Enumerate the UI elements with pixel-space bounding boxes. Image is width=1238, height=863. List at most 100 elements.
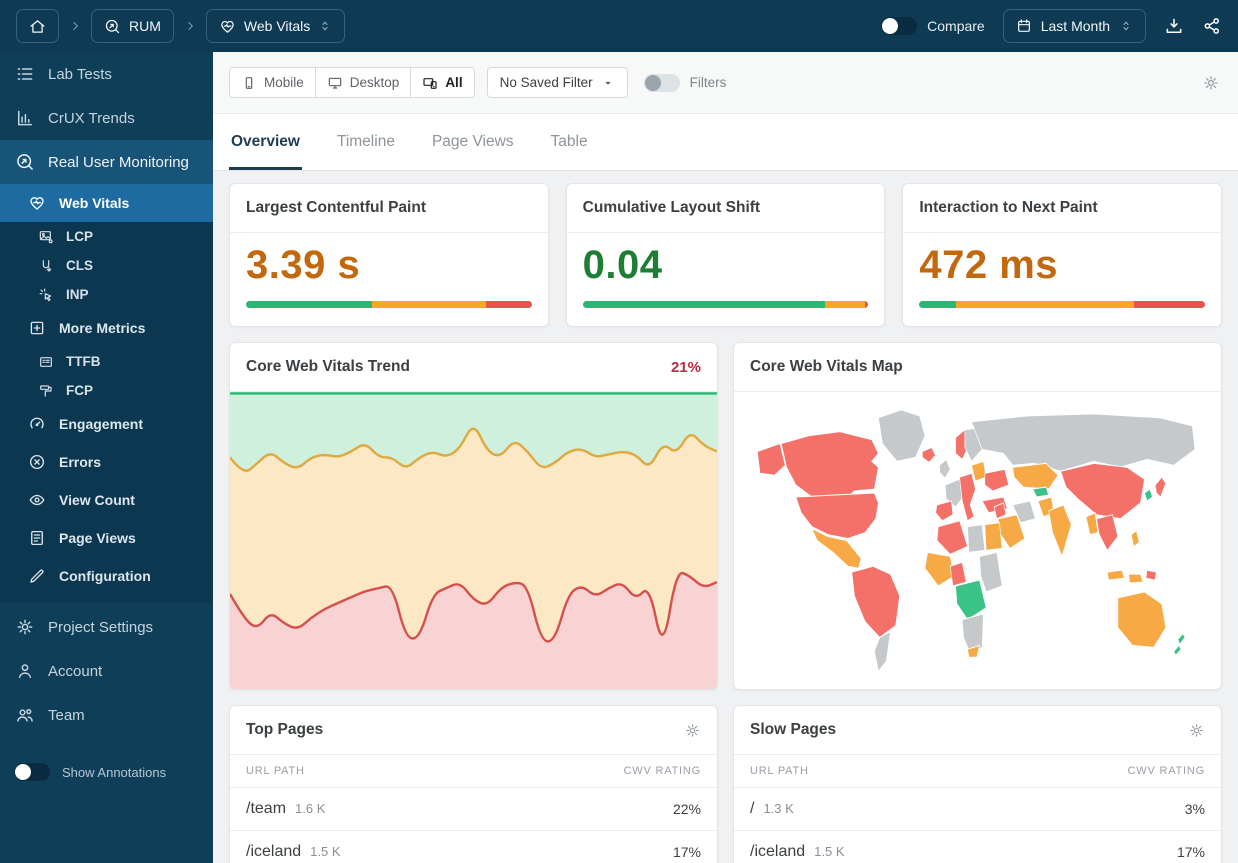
sidebar-item-label: Account <box>48 662 103 680</box>
map-region-south-america-south[interactable] <box>874 630 891 672</box>
bar-needs-improvement-segment <box>1058 805 1090 814</box>
sidebar-item-engagement[interactable]: Engagement <box>0 405 213 443</box>
saved-filter-dropdown[interactable]: No Saved Filter <box>486 67 628 98</box>
map-region-poland-baltics[interactable] <box>971 460 987 482</box>
bar-needs-improvement-segment <box>371 301 486 308</box>
device-filter-all[interactable]: All <box>411 67 475 98</box>
map-region-levant[interactable] <box>993 502 1007 520</box>
show-annotations-toggle[interactable] <box>14 763 50 781</box>
map-region-south-africa-tip[interactable] <box>967 644 980 658</box>
sidebar-item-lcp[interactable]: LCP <box>0 222 213 251</box>
metric-title: Interaction to Next Paint <box>919 199 1098 216</box>
filters-toggle[interactable] <box>643 73 680 92</box>
map-region-east-africa[interactable] <box>979 551 1003 593</box>
map-region-indonesia[interactable] <box>1106 569 1144 584</box>
map-region-australia[interactable] <box>1117 591 1167 648</box>
bar-good-segment <box>246 301 372 308</box>
sidebar-item-more-metrics[interactable]: More Metrics <box>0 309 213 347</box>
sidebar-item-team[interactable]: Team <box>0 693 213 737</box>
bar-poor-segment <box>1090 805 1158 814</box>
cwv-good-percent: 17% <box>672 844 701 860</box>
map-region-korea[interactable] <box>1144 488 1153 502</box>
map-region-central-europe[interactable] <box>959 472 976 522</box>
map-region-canada[interactable] <box>780 431 879 498</box>
map-region-kazakhstan[interactable] <box>1012 462 1059 490</box>
map-region-greenland[interactable] <box>877 409 926 462</box>
sidebar-item-page-views[interactable]: Page Views <box>0 519 213 557</box>
map-region-uk[interactable] <box>939 458 951 479</box>
tab-table[interactable]: Table <box>550 133 588 150</box>
sidebar-item-configuration[interactable]: Configuration <box>0 557 213 595</box>
date-range-button[interactable]: Last Month <box>1002 9 1146 43</box>
sidebar-item-view-count[interactable]: View Count <box>0 481 213 519</box>
map-region-iran[interactable] <box>1012 500 1036 524</box>
map-region-algeria-morocco[interactable] <box>936 520 968 555</box>
cwv-trend-chart[interactable] <box>230 392 717 689</box>
users-icon <box>15 705 35 725</box>
dashboard-settings-gear-icon[interactable] <box>1202 74 1220 92</box>
map-region-egypt[interactable] <box>984 522 1003 551</box>
map-region-china[interactable] <box>1060 462 1145 520</box>
bar-good-segment <box>549 848 568 857</box>
breadcrumb-home[interactable] <box>16 9 59 43</box>
map-region-west-africa[interactable] <box>924 551 955 587</box>
map-region-alaska[interactable] <box>756 442 786 476</box>
sidebar-item-crux-trends[interactable]: CrUX Trends <box>0 96 213 140</box>
sidebar-item-errors[interactable]: Errors <box>0 443 213 481</box>
map-region-iceland[interactable] <box>921 446 937 463</box>
breadcrumb-rum[interactable]: RUM <box>91 9 174 43</box>
table-row[interactable]: /team 1.6 K 22% <box>230 788 717 831</box>
share-icon[interactable] <box>1202 16 1222 36</box>
tab-timeline[interactable]: Timeline <box>336 133 395 150</box>
map-region-central-africa[interactable] <box>955 579 987 621</box>
sidebar-item-real-user-monitoring[interactable]: Real User Monitoring <box>0 140 213 184</box>
map-region-western-europe[interactable] <box>944 478 966 508</box>
sidebar-item-label: Errors <box>59 454 102 470</box>
map-region-iberia[interactable] <box>935 500 954 522</box>
map-region-usa[interactable] <box>795 492 879 540</box>
map-region-nigeria[interactable] <box>949 561 967 587</box>
map-region-philippines[interactable] <box>1130 529 1140 548</box>
list-icon <box>15 64 35 84</box>
tab-overview[interactable]: Overview <box>229 133 302 170</box>
top-pages-settings-gear-icon[interactable] <box>684 722 701 739</box>
map-region-libya[interactable] <box>967 524 986 553</box>
col-cwv-rating: CWV RATING <box>1127 765 1205 777</box>
sidebar-item-fcp[interactable]: FCP <box>0 376 213 405</box>
map-region-southeast-asia[interactable] <box>1096 514 1119 552</box>
map-region-mexico[interactable] <box>811 527 862 569</box>
table-row[interactable]: / 1.3 K 3% <box>734 788 1221 831</box>
slow-pages-settings-gear-icon[interactable] <box>1188 722 1205 739</box>
table-header: URL PATH CWV RATING <box>230 755 717 788</box>
device-filter-mobile[interactable]: Mobile <box>229 67 316 98</box>
sidebar-item-ttfb[interactable]: TTFB <box>0 347 213 376</box>
table-row[interactable]: /iceland 1.5 K 17% <box>734 831 1221 863</box>
heart-pulse-icon <box>28 194 46 212</box>
download-icon[interactable] <box>1164 16 1184 36</box>
map-region-new-zealand[interactable] <box>1173 632 1186 656</box>
table-row[interactable]: /iceland 1.5 K 17% <box>230 831 717 863</box>
map-region-uzbekistan[interactable] <box>1032 486 1050 498</box>
map-region-russia[interactable] <box>970 413 1196 472</box>
rum-icon <box>15 152 35 172</box>
lcp-card: Largest Contentful Paint 3.39 s <box>229 183 549 327</box>
tab-page-views[interactable]: Page Views <box>431 133 514 150</box>
map-region-india[interactable] <box>1048 504 1072 558</box>
compare-toggle[interactable] <box>881 17 918 35</box>
map-region-japan[interactable] <box>1154 476 1167 498</box>
map-region-myanmar[interactable] <box>1085 512 1099 536</box>
sidebar-item-account[interactable]: Account <box>0 649 213 693</box>
map-region-ukraine[interactable] <box>984 468 1010 492</box>
cwv-distribution-bar <box>582 301 869 308</box>
sidebar-item-inp[interactable]: INP <box>0 280 213 309</box>
sidebar-item-project-settings[interactable]: Project Settings <box>0 605 213 649</box>
sidebar-item-web-vitals[interactable]: Web Vitals <box>0 184 213 222</box>
device-filter-desktop[interactable]: Desktop <box>315 67 412 98</box>
sidebar-item-cls[interactable]: CLS <box>0 251 213 280</box>
map-region-papua[interactable] <box>1145 569 1157 581</box>
map-region-south-america-north[interactable] <box>851 565 901 639</box>
breadcrumb-web-vitals[interactable]: Web Vitals <box>205 9 346 43</box>
home-icon <box>29 18 46 35</box>
view-count: 1.5 K <box>814 844 845 859</box>
sidebar-item-lab-tests[interactable]: Lab Tests <box>0 52 213 96</box>
